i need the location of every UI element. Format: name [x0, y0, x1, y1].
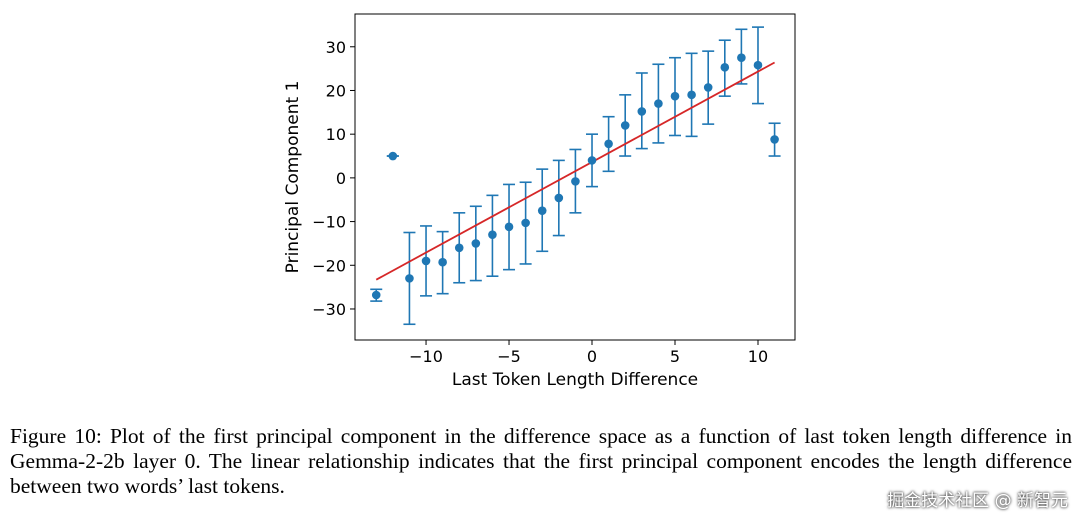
- data-point: [670, 91, 680, 101]
- data-point: [438, 257, 447, 267]
- y-tick-label: 10: [326, 125, 346, 144]
- x-axis-label: Last Token Length Difference: [452, 370, 698, 390]
- data-point: [753, 60, 763, 70]
- chart: −10 −5 0 5 10 −30 −20 −10 0 10 20 30 Last Token Len…: [283, 13, 796, 390]
- data-point: [720, 63, 730, 72]
- fit-line: [375, 61, 776, 281]
- y-tick-label: 0: [336, 169, 346, 188]
- data-point: [471, 239, 481, 248]
- data-point: [687, 90, 696, 100]
- data-point: [737, 53, 746, 62]
- figure-caption: Figure 10: Plot of the first principal c…: [10, 424, 1072, 498]
- data-point: [504, 222, 514, 232]
- watermark: 掘金技术社区 @ 新智元: [887, 491, 1068, 511]
- y-tick-label: −30: [312, 300, 346, 319]
- plot-frame: [354, 13, 796, 341]
- y-tick-label: −20: [312, 256, 346, 275]
- data-point: [521, 218, 530, 228]
- y-tick-label: −10: [312, 213, 346, 232]
- x-tick-label: 10: [748, 347, 768, 366]
- x-tick-label: −10: [409, 347, 443, 366]
- data-point: [454, 243, 464, 253]
- y-tick-label: 30: [326, 38, 346, 57]
- data-point: [537, 206, 547, 215]
- data-point: [388, 151, 398, 161]
- y-tick-label: 20: [326, 81, 346, 100]
- data-point: [405, 274, 414, 283]
- x-tick-label: 5: [670, 347, 680, 366]
- data-point: [654, 99, 663, 108]
- data-point: [421, 256, 431, 266]
- data-point: [488, 230, 497, 239]
- data-point: [587, 156, 597, 165]
- data-point: [554, 193, 564, 203]
- data-point: [637, 107, 647, 116]
- data-point: [604, 139, 613, 149]
- data-point: [620, 121, 630, 130]
- x-tick-label: −5: [497, 347, 521, 366]
- data-point: [703, 83, 713, 92]
- data-point: [770, 135, 779, 144]
- y-axis-label: Principal Component 1: [283, 81, 303, 274]
- data-point: [371, 290, 381, 300]
- data-point: [571, 177, 580, 186]
- x-tick-label: 0: [587, 347, 597, 366]
